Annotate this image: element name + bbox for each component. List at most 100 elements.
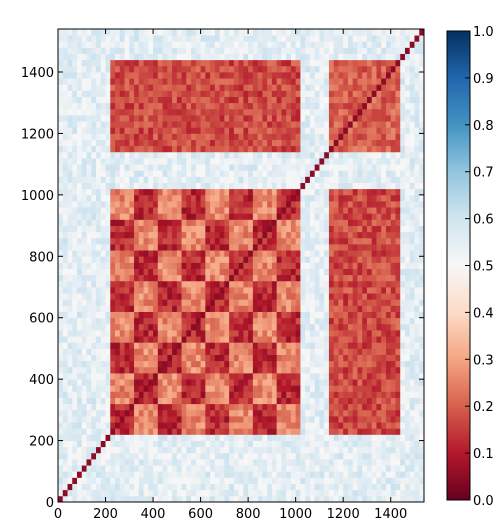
heatmap-cell bbox=[77, 446, 83, 454]
heatmap-cell bbox=[271, 84, 278, 91]
heatmap-cell bbox=[167, 385, 173, 392]
heatmap-cell bbox=[172, 323, 178, 331]
heatmap-cell bbox=[343, 108, 349, 116]
heatmap-cell bbox=[276, 201, 282, 208]
heatmap-cell bbox=[347, 391, 354, 398]
heatmap-cell bbox=[143, 409, 149, 417]
heatmap-cell bbox=[309, 483, 316, 491]
heatmap-cell bbox=[333, 164, 339, 171]
heatmap-cell bbox=[219, 336, 225, 343]
heatmap-cell bbox=[91, 231, 97, 239]
heatmap-cell bbox=[176, 293, 182, 300]
heatmap-cell bbox=[271, 237, 278, 245]
heatmap-cell bbox=[205, 207, 211, 214]
heatmap-cell bbox=[343, 194, 349, 202]
heatmap-cell bbox=[157, 35, 163, 42]
heatmap-cell bbox=[181, 366, 187, 374]
heatmap-cell bbox=[100, 237, 106, 245]
heatmap-cell bbox=[343, 409, 349, 417]
heatmap-cell bbox=[81, 72, 87, 79]
heatmap-cell bbox=[77, 268, 83, 276]
heatmap-cell bbox=[148, 262, 154, 269]
heatmap-cell bbox=[300, 440, 306, 448]
heatmap-cell bbox=[238, 483, 244, 491]
heatmap-cell bbox=[162, 188, 168, 196]
heatmap-cell bbox=[343, 274, 349, 282]
heatmap-cell bbox=[357, 459, 363, 466]
heatmap-cell bbox=[58, 465, 64, 472]
heatmap-cell bbox=[191, 59, 197, 67]
heatmap-cell bbox=[238, 237, 244, 245]
heatmap-cell bbox=[162, 78, 168, 85]
heatmap-cell bbox=[238, 354, 244, 362]
heatmap-cell bbox=[72, 416, 78, 423]
heatmap-cell bbox=[257, 354, 263, 362]
heatmap-cell bbox=[333, 477, 339, 484]
heatmap-cell bbox=[333, 78, 339, 85]
heatmap-cell bbox=[319, 268, 325, 276]
heatmap-cell bbox=[248, 182, 254, 190]
heatmap-cell bbox=[238, 47, 244, 54]
heatmap-cell bbox=[153, 133, 159, 140]
heatmap-cell bbox=[233, 483, 240, 491]
heatmap-cell bbox=[143, 237, 149, 245]
heatmap-cell bbox=[58, 440, 64, 448]
heatmap-cell bbox=[243, 96, 249, 104]
heatmap-cell bbox=[305, 108, 311, 116]
heatmap-cell bbox=[233, 96, 240, 104]
heatmap-cell bbox=[115, 311, 121, 319]
heatmap-cell bbox=[81, 471, 87, 478]
heatmap-cell bbox=[100, 471, 106, 478]
heatmap-cell bbox=[110, 121, 116, 128]
heatmap-cell bbox=[290, 459, 297, 466]
heatmap-cell bbox=[119, 397, 125, 405]
heatmap-cell bbox=[233, 170, 240, 177]
heatmap-cell bbox=[286, 102, 292, 110]
heatmap-cell bbox=[129, 96, 135, 104]
heatmap-cell bbox=[281, 41, 287, 48]
heatmap-cell bbox=[134, 59, 140, 67]
heatmap-cell bbox=[157, 53, 163, 61]
heatmap-cell bbox=[58, 305, 64, 312]
heatmap-cell bbox=[96, 268, 102, 276]
heatmap-cell bbox=[110, 483, 116, 491]
heatmap-cell bbox=[138, 41, 144, 48]
heatmap-cell bbox=[243, 311, 249, 319]
heatmap-cell bbox=[262, 330, 268, 337]
heatmap-cell bbox=[352, 391, 358, 398]
heatmap-cell bbox=[262, 287, 268, 294]
heatmap-cell bbox=[62, 287, 68, 294]
heatmap-cell bbox=[58, 287, 64, 294]
heatmap-cell bbox=[233, 459, 240, 466]
heatmap-cell bbox=[186, 440, 192, 448]
heatmap-cell bbox=[267, 158, 273, 165]
heatmap-cell bbox=[191, 115, 197, 122]
heatmap-cell bbox=[124, 489, 130, 497]
heatmap-cell bbox=[162, 145, 168, 153]
heatmap-cell bbox=[328, 256, 335, 263]
heatmap-cell bbox=[176, 495, 182, 503]
heatmap-cell bbox=[290, 250, 297, 257]
heatmap-cell bbox=[243, 379, 249, 386]
heatmap-cell bbox=[286, 348, 292, 355]
heatmap-cell bbox=[333, 108, 339, 116]
heatmap-cell bbox=[167, 35, 173, 42]
heatmap-cell bbox=[58, 170, 64, 177]
heatmap-cell bbox=[129, 237, 135, 245]
heatmap-cell bbox=[96, 108, 102, 116]
heatmap-cell bbox=[62, 366, 68, 374]
heatmap-cell bbox=[333, 459, 339, 466]
heatmap-cell bbox=[338, 403, 344, 411]
heatmap-cell bbox=[362, 311, 368, 319]
heatmap-cell bbox=[205, 280, 211, 288]
heatmap-cell bbox=[219, 237, 225, 245]
heatmap-cell bbox=[338, 280, 344, 288]
heatmap-cell bbox=[238, 158, 244, 165]
heatmap-cell bbox=[252, 483, 259, 491]
heatmap-cell bbox=[205, 96, 211, 104]
heatmap-cell bbox=[257, 489, 263, 497]
heatmap-cell bbox=[357, 336, 363, 343]
heatmap-cell bbox=[343, 164, 349, 171]
heatmap-cell bbox=[224, 379, 230, 386]
heatmap-cell bbox=[167, 428, 173, 435]
